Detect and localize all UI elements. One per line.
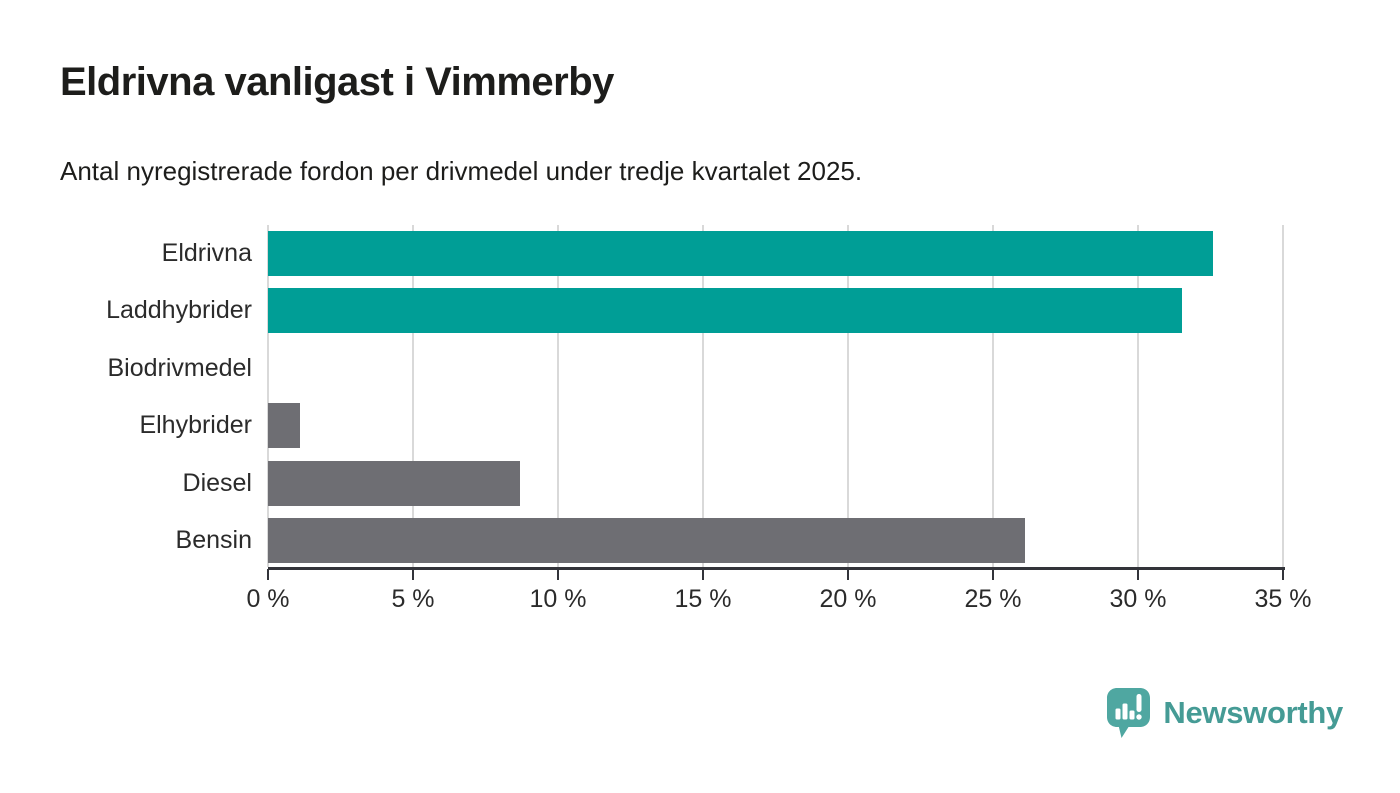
chart-subtitle: Antal nyregistrerade fordon per drivmede… (60, 156, 863, 186)
gridline-10 (557, 225, 559, 567)
chart-title: Eldrivna vanligast i Vimmerby (60, 60, 614, 104)
gridline-15 (702, 225, 704, 567)
bar-bensin (268, 518, 1025, 563)
bar-diesel (268, 460, 521, 506)
gridline-35 (1282, 225, 1284, 567)
x-tick-10 (556, 569, 560, 580)
x-tick-label: 5 % (391, 585, 435, 613)
x-tick-15 (701, 569, 705, 580)
x-tick-label: 15 % (674, 585, 732, 613)
x-tick-label: 10 % (529, 585, 587, 613)
category-label-elhybrider: Elhybrider (139, 411, 252, 440)
category-label-eldrivna: Eldrivna (161, 239, 252, 267)
brand-logo: Newsworthy (1105, 687, 1343, 739)
category-label-bensin: Bensin (175, 526, 252, 554)
bar-laddhybrider (268, 288, 1182, 334)
brand-name: Newsworthy (1163, 695, 1343, 730)
x-tick-0 (266, 569, 270, 580)
x-tick-35 (1281, 569, 1285, 580)
gridline-5 (412, 225, 414, 567)
bar-elhybrider (268, 403, 300, 449)
category-label-biodrivmedel: Biodrivmedel (107, 353, 252, 382)
gridline-20 (847, 225, 849, 567)
x-tick-label: 0 % (246, 585, 290, 613)
x-tick-30 (1136, 569, 1140, 580)
x-tick-label: 25 % (964, 585, 1022, 613)
x-tick-20 (846, 569, 850, 580)
x-tick-25 (991, 569, 995, 580)
gridline-30 (1137, 225, 1139, 567)
category-label-diesel: Diesel (182, 468, 252, 497)
x-axis-line (268, 567, 1285, 570)
x-tick-label: 35 % (1254, 585, 1312, 613)
category-label-laddhybrider: Laddhybrider (106, 296, 252, 325)
x-tick-label: 30 % (1109, 585, 1167, 613)
newsworthy-logo-icon (1107, 688, 1151, 738)
plot-area (267, 225, 1284, 567)
logo-mini-barchart (1115, 694, 1143, 720)
gridline-0 (267, 225, 269, 567)
gridline-25 (992, 225, 994, 567)
x-tick-label: 20 % (819, 585, 877, 613)
bar-eldrivna (268, 231, 1214, 276)
x-tick-5 (411, 569, 415, 580)
